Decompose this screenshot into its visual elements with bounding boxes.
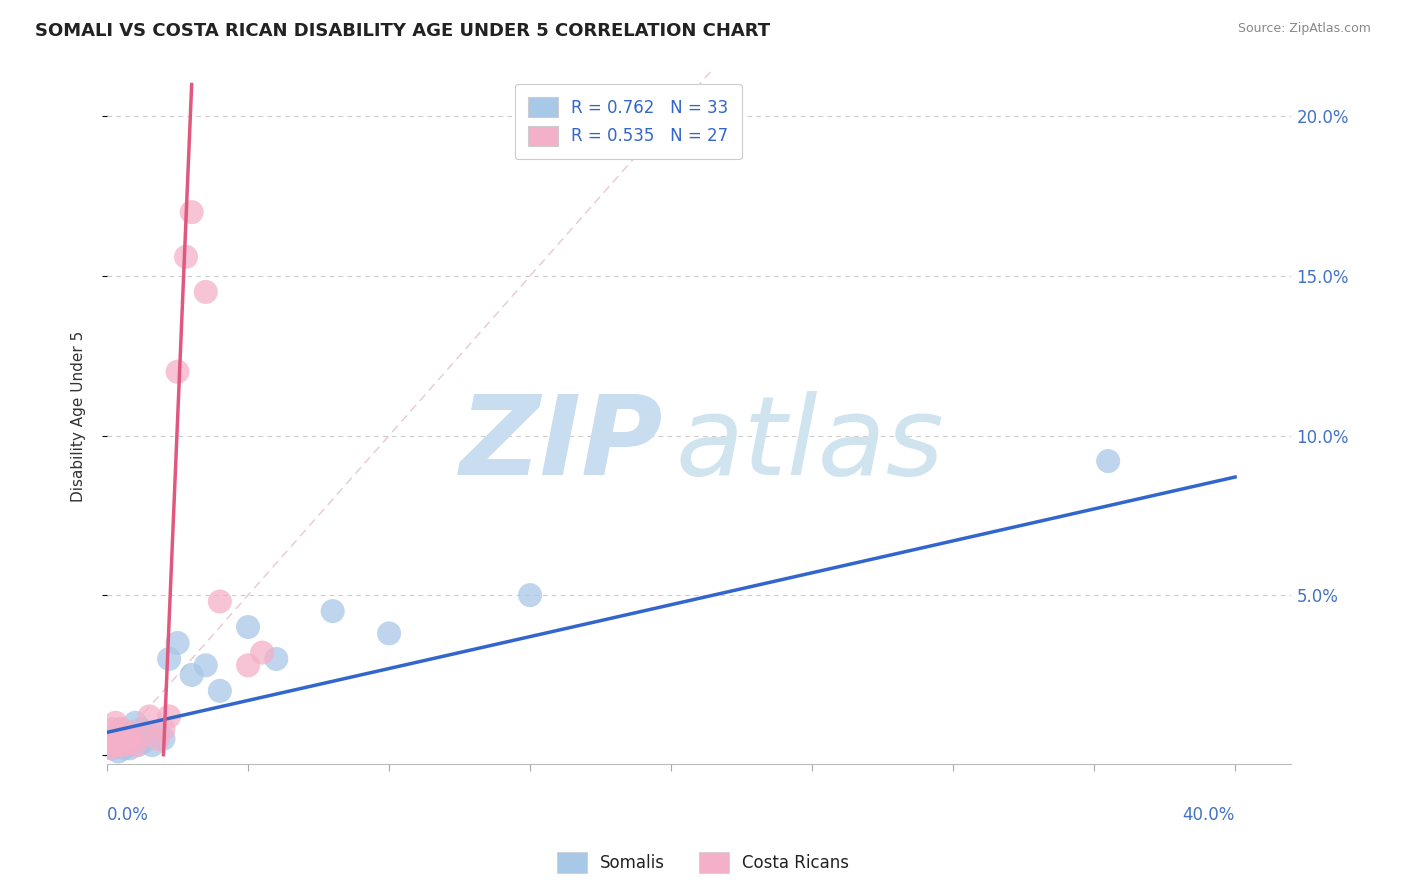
Point bbox=[112, 741, 135, 756]
Point bbox=[180, 205, 202, 219]
Point bbox=[378, 626, 401, 640]
Point bbox=[112, 729, 135, 743]
Point bbox=[208, 684, 231, 698]
Point bbox=[98, 735, 121, 749]
Point bbox=[104, 715, 127, 730]
Point bbox=[121, 725, 143, 739]
Point bbox=[110, 722, 132, 736]
Point bbox=[115, 731, 138, 746]
Point bbox=[101, 722, 124, 736]
Text: 0.0%: 0.0% bbox=[107, 806, 149, 824]
Point bbox=[141, 738, 163, 752]
Point bbox=[107, 729, 129, 743]
Point bbox=[98, 741, 121, 756]
Point bbox=[110, 735, 132, 749]
Point bbox=[107, 738, 129, 752]
Point bbox=[166, 365, 188, 379]
Point bbox=[107, 729, 129, 743]
Point bbox=[118, 725, 141, 739]
Point bbox=[98, 731, 121, 746]
Text: SOMALI VS COSTA RICAN DISABILITY AGE UNDER 5 CORRELATION CHART: SOMALI VS COSTA RICAN DISABILITY AGE UND… bbox=[35, 22, 770, 40]
Text: atlas: atlas bbox=[675, 391, 945, 498]
Point bbox=[264, 652, 287, 666]
Point bbox=[107, 744, 129, 758]
Point bbox=[157, 652, 180, 666]
Point bbox=[146, 725, 169, 739]
Text: Source: ZipAtlas.com: Source: ZipAtlas.com bbox=[1237, 22, 1371, 36]
Point bbox=[138, 729, 160, 743]
Point bbox=[101, 731, 124, 746]
Point bbox=[101, 738, 124, 752]
Point bbox=[236, 620, 259, 634]
Point bbox=[129, 722, 152, 736]
Point bbox=[157, 709, 180, 723]
Point bbox=[1097, 454, 1119, 468]
Point bbox=[194, 658, 217, 673]
Point bbox=[118, 735, 141, 749]
Point bbox=[152, 722, 174, 736]
Text: 40.0%: 40.0% bbox=[1182, 806, 1234, 824]
Point bbox=[236, 658, 259, 673]
Point bbox=[121, 731, 143, 746]
Point bbox=[115, 738, 138, 752]
Point bbox=[174, 250, 197, 264]
Point bbox=[146, 731, 169, 746]
Point bbox=[208, 594, 231, 608]
Point bbox=[194, 285, 217, 299]
Point bbox=[118, 741, 141, 756]
Point bbox=[101, 741, 124, 756]
Point bbox=[152, 731, 174, 746]
Text: ZIP: ZIP bbox=[460, 391, 664, 498]
Point bbox=[166, 636, 188, 650]
Point bbox=[250, 646, 273, 660]
Point bbox=[112, 738, 135, 752]
Point bbox=[519, 588, 541, 602]
Point bbox=[110, 722, 132, 736]
Point bbox=[124, 715, 146, 730]
Point bbox=[138, 709, 160, 723]
Point bbox=[129, 729, 152, 743]
Point bbox=[124, 738, 146, 752]
Point bbox=[127, 738, 149, 752]
Point bbox=[132, 735, 155, 749]
Point bbox=[104, 735, 127, 749]
Point bbox=[110, 735, 132, 749]
Point bbox=[104, 738, 127, 752]
Point bbox=[180, 668, 202, 682]
Y-axis label: Disability Age Under 5: Disability Age Under 5 bbox=[72, 331, 86, 502]
Point bbox=[322, 604, 344, 618]
Legend: R = 0.762   N = 33, R = 0.535   N = 27: R = 0.762 N = 33, R = 0.535 N = 27 bbox=[515, 84, 742, 160]
Legend: Somalis, Costa Ricans: Somalis, Costa Ricans bbox=[550, 846, 856, 880]
